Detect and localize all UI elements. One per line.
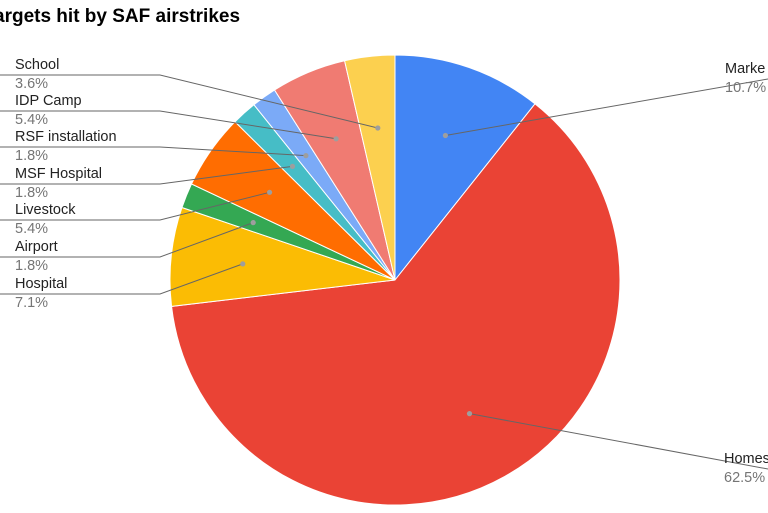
leader-dot-school bbox=[375, 125, 381, 131]
leader-dot-rsf-installation bbox=[303, 153, 309, 159]
slice-label-airport: Airport bbox=[15, 239, 58, 255]
leader-dot-idp-camp bbox=[333, 136, 339, 142]
slice-percent-hospital: 7.1% bbox=[15, 295, 48, 311]
slice-label-marke: Marke bbox=[725, 61, 765, 77]
leader-dot-hospital bbox=[240, 261, 246, 267]
slice-percent-marke: 10.7% bbox=[725, 80, 766, 96]
slice-label-idp-camp: IDP Camp bbox=[15, 93, 82, 109]
leader-dot-marke bbox=[442, 132, 448, 139]
chart-title: argets hit by SAF airstrikes bbox=[0, 6, 240, 27]
leader-line-homes bbox=[469, 413, 768, 470]
leader-line-idp-camp bbox=[0, 110, 337, 140]
leader-dot-msf-hospital bbox=[289, 163, 296, 169]
slice-percent-rsf-installation: 1.8% bbox=[15, 148, 48, 164]
leader-line-rsf-installation bbox=[0, 146, 306, 157]
pie-slice-homes bbox=[171, 103, 621, 506]
leader-lines bbox=[0, 74, 768, 470]
slice-percent-msf-hospital: 1.8% bbox=[15, 185, 48, 201]
leader-line-hospital bbox=[0, 263, 243, 295]
slice-label-msf-hospital: MSF Hospital bbox=[15, 166, 102, 182]
slice-label-school: School bbox=[15, 57, 59, 73]
pie-slice-school bbox=[343, 54, 396, 281]
leader-line-marke bbox=[445, 78, 768, 136]
slice-percent-livestock: 5.4% bbox=[15, 221, 48, 237]
slice-percent-airport: 1.8% bbox=[15, 258, 48, 274]
slice-label-homes: Homes bbox=[724, 451, 768, 467]
slice-label-hospital: Hospital bbox=[15, 276, 67, 292]
slice-percent-homes: 62.5% bbox=[724, 470, 765, 486]
leader-line-livestock bbox=[0, 191, 270, 221]
slice-label-rsf-installation: RSF installation bbox=[15, 129, 117, 145]
leader-line-school bbox=[0, 74, 378, 129]
slice-labels: Marke 10.7% Homes 62.5% Hospital 7.1% Airport 1… bbox=[15, 57, 768, 486]
pie-slices bbox=[169, 54, 621, 506]
slice-percent-school: 3.6% bbox=[15, 76, 48, 92]
pie-slice-marke bbox=[394, 54, 536, 282]
slice-label-livestock: Livestock bbox=[15, 202, 76, 218]
leader-line-msf-hospital bbox=[0, 165, 293, 185]
leader-dot-airport bbox=[250, 220, 256, 226]
leader-line-airport bbox=[0, 222, 254, 258]
leader-dot-homes bbox=[466, 411, 473, 417]
slice-percent-idp-camp: 5.4% bbox=[15, 112, 48, 128]
leader-dot-livestock bbox=[267, 189, 273, 195]
